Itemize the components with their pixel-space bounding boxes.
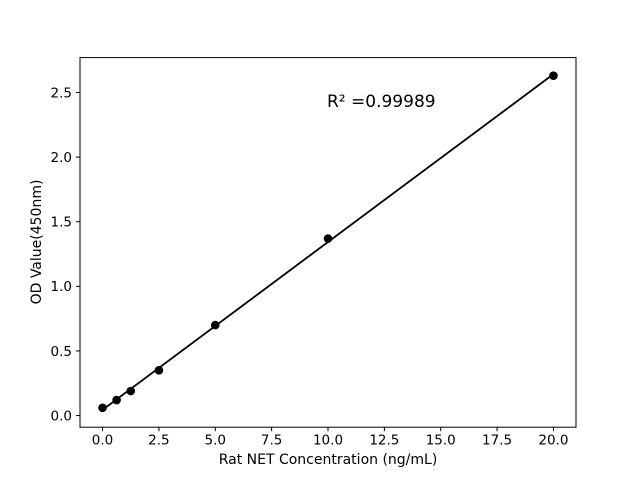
data-point bbox=[154, 366, 164, 375]
x-tick-label: 2.5 bbox=[148, 433, 169, 449]
y-tick-label: 2.5 bbox=[51, 85, 72, 101]
data-point bbox=[126, 386, 136, 396]
x-tick-label: 7.5 bbox=[261, 433, 282, 449]
data-point bbox=[98, 403, 107, 413]
x-axis-label: Rat NET Concentration (ng/mL) bbox=[218, 452, 438, 468]
x-tick-label: 15.0 bbox=[426, 433, 456, 449]
y-axis-label: OD Value(450nm) bbox=[29, 179, 45, 305]
y-tick-label: 0.0 bbox=[51, 408, 72, 424]
data-point bbox=[323, 234, 333, 243]
x-tick-label: 17.5 bbox=[482, 433, 512, 449]
y-tick-label: 0.5 bbox=[51, 344, 72, 360]
r-squared-annotation: R² =0.99989 bbox=[327, 92, 436, 112]
x-tick-label: 20.0 bbox=[538, 433, 568, 449]
data-point bbox=[210, 320, 220, 330]
data-point bbox=[112, 395, 121, 405]
y-tick-label: 1.0 bbox=[51, 279, 72, 295]
x-tick-label: 0.0 bbox=[92, 433, 113, 449]
x-tick-label: 10.0 bbox=[313, 433, 343, 449]
data-point bbox=[549, 71, 558, 80]
y-tick-label: 1.5 bbox=[51, 215, 72, 231]
x-tick-label: 12.5 bbox=[369, 433, 399, 449]
y-tick-label: 2.0 bbox=[51, 150, 72, 166]
x-tick-label: 5.0 bbox=[205, 433, 226, 449]
